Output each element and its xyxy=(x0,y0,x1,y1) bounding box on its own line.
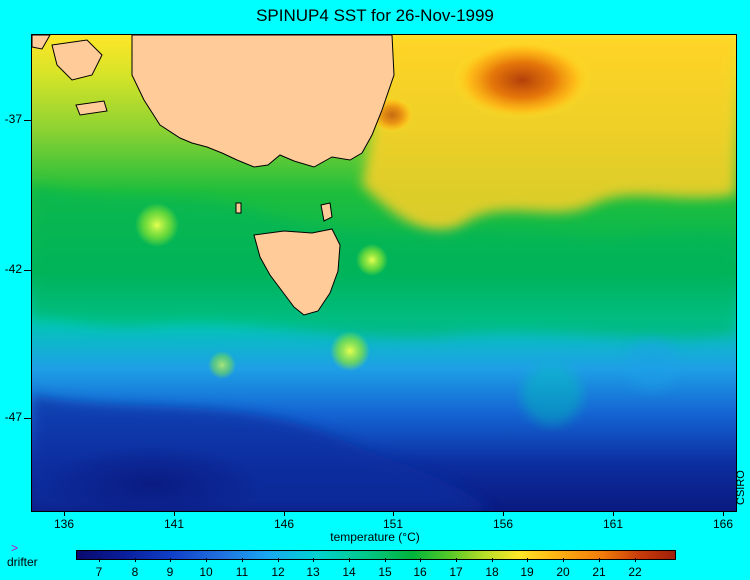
colorbar-tick xyxy=(313,558,314,562)
colorbar-label: 7 xyxy=(95,565,103,579)
colorbar-label: 19 xyxy=(520,565,534,579)
colorbar-tick xyxy=(170,558,171,562)
lat-tick xyxy=(24,120,31,121)
lat-label-37: -37 xyxy=(4,112,22,126)
colorbar xyxy=(76,550,676,560)
colorbar-tick xyxy=(135,558,136,562)
credit-label: CSIRO xyxy=(735,470,747,505)
drifter-marker-icon: > xyxy=(11,541,19,555)
lon-tick xyxy=(503,511,504,516)
colorbar-tick xyxy=(527,558,528,562)
colorbar-label: 17 xyxy=(449,565,463,579)
colorbar-tick xyxy=(563,558,564,562)
lat-tick xyxy=(24,418,31,419)
colorbar-label: 13 xyxy=(306,565,320,579)
colorbar-tick xyxy=(456,558,457,562)
lon-label-156: 156 xyxy=(492,517,514,531)
lon-tick xyxy=(613,511,614,516)
colorbar-label: 9 xyxy=(166,565,174,579)
colorbar-label: 21 xyxy=(592,565,606,579)
lat-label-42: -42 xyxy=(4,262,22,276)
colorbar-label: 16 xyxy=(413,565,427,579)
lon-tick xyxy=(64,511,65,516)
drifter-legend-label: drifter xyxy=(7,555,38,569)
colorbar-label: 14 xyxy=(342,565,356,579)
colorbar-label: 12 xyxy=(271,565,285,579)
colorbar-tick xyxy=(99,558,100,562)
lon-label-146: 146 xyxy=(273,517,295,531)
colorbar-tick xyxy=(349,558,350,562)
colorbar-tick xyxy=(420,558,421,562)
colorbar-label: 20 xyxy=(556,565,570,579)
sst-field xyxy=(32,35,736,511)
colorbar-label: 10 xyxy=(199,565,213,579)
lon-tick xyxy=(284,511,285,516)
lon-label-136: 136 xyxy=(53,517,75,531)
colorbar-tick xyxy=(599,558,600,562)
sst-map xyxy=(31,34,737,512)
colorbar-tick xyxy=(635,558,636,562)
colorbar-tick xyxy=(385,558,386,562)
lat-label-47: -47 xyxy=(4,410,22,424)
colorbar-title: temperature (°C) xyxy=(330,530,420,544)
lon-label-151: 151 xyxy=(382,517,404,531)
lon-label-141: 141 xyxy=(163,517,185,531)
lon-tick xyxy=(393,511,394,516)
lat-tick xyxy=(24,270,31,271)
map-title: SPINUP4 SST for 26-Nov-1999 xyxy=(256,6,494,25)
colorbar-tick xyxy=(278,558,279,562)
colorbar-tick xyxy=(242,558,243,562)
colorbar-tick xyxy=(492,558,493,562)
lon-tick xyxy=(174,511,175,516)
colorbar-label: 15 xyxy=(378,565,392,579)
lon-tick xyxy=(723,511,724,516)
colorbar-label: 8 xyxy=(131,565,139,579)
colorbar-tick xyxy=(206,558,207,562)
lon-label-161: 161 xyxy=(602,517,624,531)
colorbar-label: 22 xyxy=(628,565,642,579)
lon-label-166: 166 xyxy=(712,517,734,531)
colorbar-label: 11 xyxy=(235,565,249,579)
colorbar-label: 18 xyxy=(485,565,499,579)
